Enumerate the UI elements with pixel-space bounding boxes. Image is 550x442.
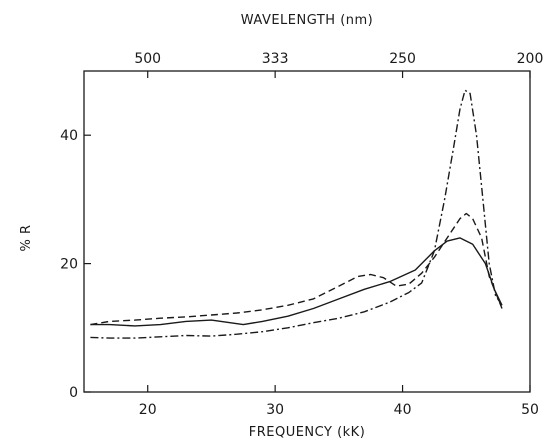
x-tick-label: 20	[139, 402, 157, 418]
y-tick-label: 0	[69, 385, 78, 401]
y-axis-ticks: 0 20 40	[60, 128, 91, 401]
y-tick-label: 20	[60, 257, 78, 273]
series-line-solid	[90, 237, 503, 327]
x-axis-title: FREQUENCY (kK)	[249, 425, 366, 440]
x-tick-label: 30	[266, 402, 284, 418]
x-axis-ticks: 20 30 40 50	[139, 385, 539, 418]
y-axis-title: % R	[19, 224, 34, 251]
top-tick-label: 250	[389, 51, 416, 67]
y-tick-label: 40	[60, 128, 78, 144]
top-axis-ticks: 500 333 250 200	[134, 51, 543, 78]
x-tick-label: 50	[521, 402, 539, 418]
top-tick-label: 500	[134, 51, 161, 67]
series-line-dashed	[90, 212, 503, 326]
x-tick-label: 40	[394, 402, 412, 418]
top-tick-label: 333	[262, 51, 289, 67]
plot-frame	[83, 70, 531, 393]
top-axis-title: WAVELENGTH (nm)	[241, 13, 374, 28]
top-tick-label: 200	[517, 51, 544, 67]
series-line-dash-dot	[90, 89, 503, 339]
series-layer	[90, 89, 503, 339]
